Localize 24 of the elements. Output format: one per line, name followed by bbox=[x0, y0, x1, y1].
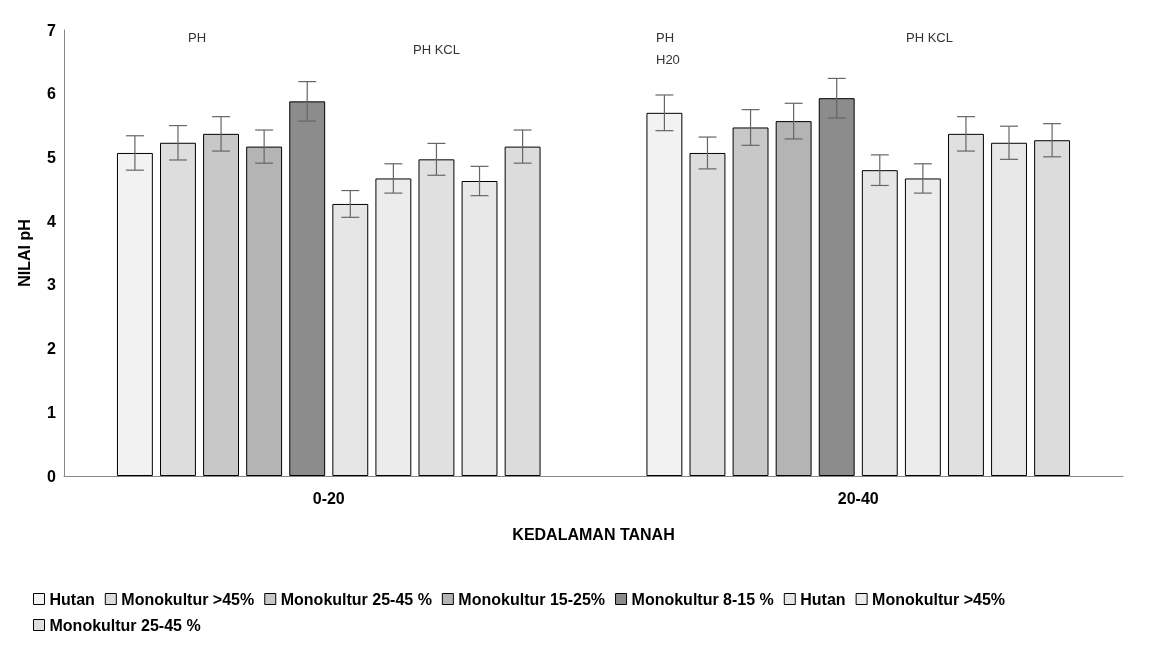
legend-label: Monokultur 25-45 % bbox=[280, 590, 432, 608]
x-axis-title: KEDALAMAN TANAH bbox=[512, 525, 675, 543]
y-tick-label: 6 bbox=[47, 85, 57, 103]
annotation: PH bbox=[188, 29, 207, 45]
y-axis-title: NILAI pH bbox=[15, 219, 33, 287]
legend-label: Monokultur >45% bbox=[121, 590, 255, 608]
annotation: PH KCL bbox=[413, 41, 460, 57]
y-tick-label: 2 bbox=[47, 340, 57, 358]
annotation: PH KCL bbox=[906, 29, 953, 45]
y-tick-label: 3 bbox=[47, 276, 57, 294]
legend-label: Monokultur 8-15 % bbox=[631, 590, 774, 608]
y-tick-label: 4 bbox=[47, 212, 57, 230]
legend-label: Monokultur 15-25% bbox=[458, 590, 606, 608]
annotation: PH H20 bbox=[656, 29, 680, 67]
y-tick-label: 7 bbox=[47, 21, 57, 39]
legend-label: Monokultur 25-45 % bbox=[49, 616, 201, 634]
y-tick-label: 1 bbox=[47, 403, 57, 421]
y-tick-label: 0 bbox=[47, 467, 57, 485]
legend-label: Hutan bbox=[49, 590, 95, 608]
x-tick-label: 0-20 bbox=[312, 489, 345, 507]
y-tick-label: 5 bbox=[47, 148, 57, 166]
legend-label: Hutan bbox=[800, 590, 846, 608]
legend-label: Monokultur >45% bbox=[872, 590, 1006, 608]
x-tick-label: 20-40 bbox=[837, 489, 879, 507]
